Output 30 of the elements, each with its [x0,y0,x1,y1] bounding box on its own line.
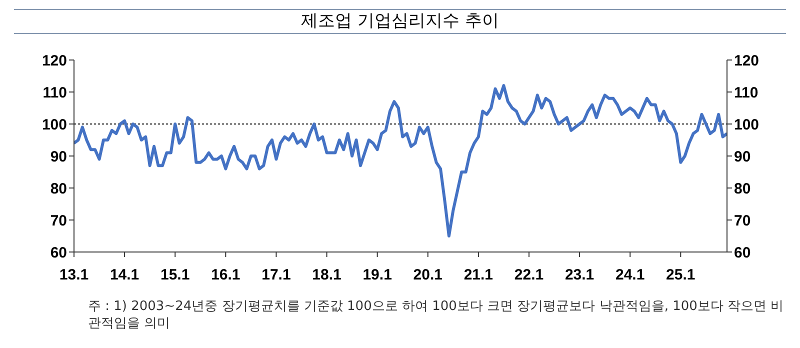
x-tick-label: 19.1 [362,266,392,284]
x-tick-label: 21.1 [464,266,494,284]
x-tick-label: 16.1 [211,266,240,284]
x-tick-label: 20.1 [413,266,442,284]
chart-title: 제조업 기업심리지수 추이 [14,9,786,34]
y-tick-label: 110 [42,84,67,102]
y2-tick-label: 120 [734,52,760,70]
y-tick-label: 80 [50,180,67,198]
y2-tick-label: 100 [734,116,760,134]
y-tick-label: 60 [50,244,67,262]
y2-tick-label: 90 [734,148,751,166]
y2-tick-label: 60 [734,244,751,262]
x-tick-label: 23.1 [564,266,594,284]
x-tick-label: 13.1 [59,266,89,284]
y-tick-label: 100 [42,116,67,134]
y2-tick-label: 80 [734,180,751,198]
x-tick-label: 17.1 [262,266,291,284]
x-tick-label: 25.1 [666,266,696,284]
line-series [74,84,727,238]
text: 주 : 1) 2003~24년중 장기평균치를 기준값 100으로 하여 100보다 크면 장기평균보다 낙관적임을, 100보다 작으면 비관적임을 의미 [88,298,785,332]
x-tick-label: 18.1 [312,266,342,284]
y2-tick-label: 110 [734,84,758,102]
y-tick-label: 70 [50,212,67,230]
y-tick-label: 90 [50,148,67,166]
x-tick-label: 14.1 [110,266,140,284]
x-tick-label: 15.1 [160,266,190,284]
y-tick-label: 120 [42,52,67,70]
x-tick-label: 22.1 [514,266,544,284]
x-tick-label: 24.1 [616,266,645,284]
y2-tick-label: 70 [734,212,751,230]
